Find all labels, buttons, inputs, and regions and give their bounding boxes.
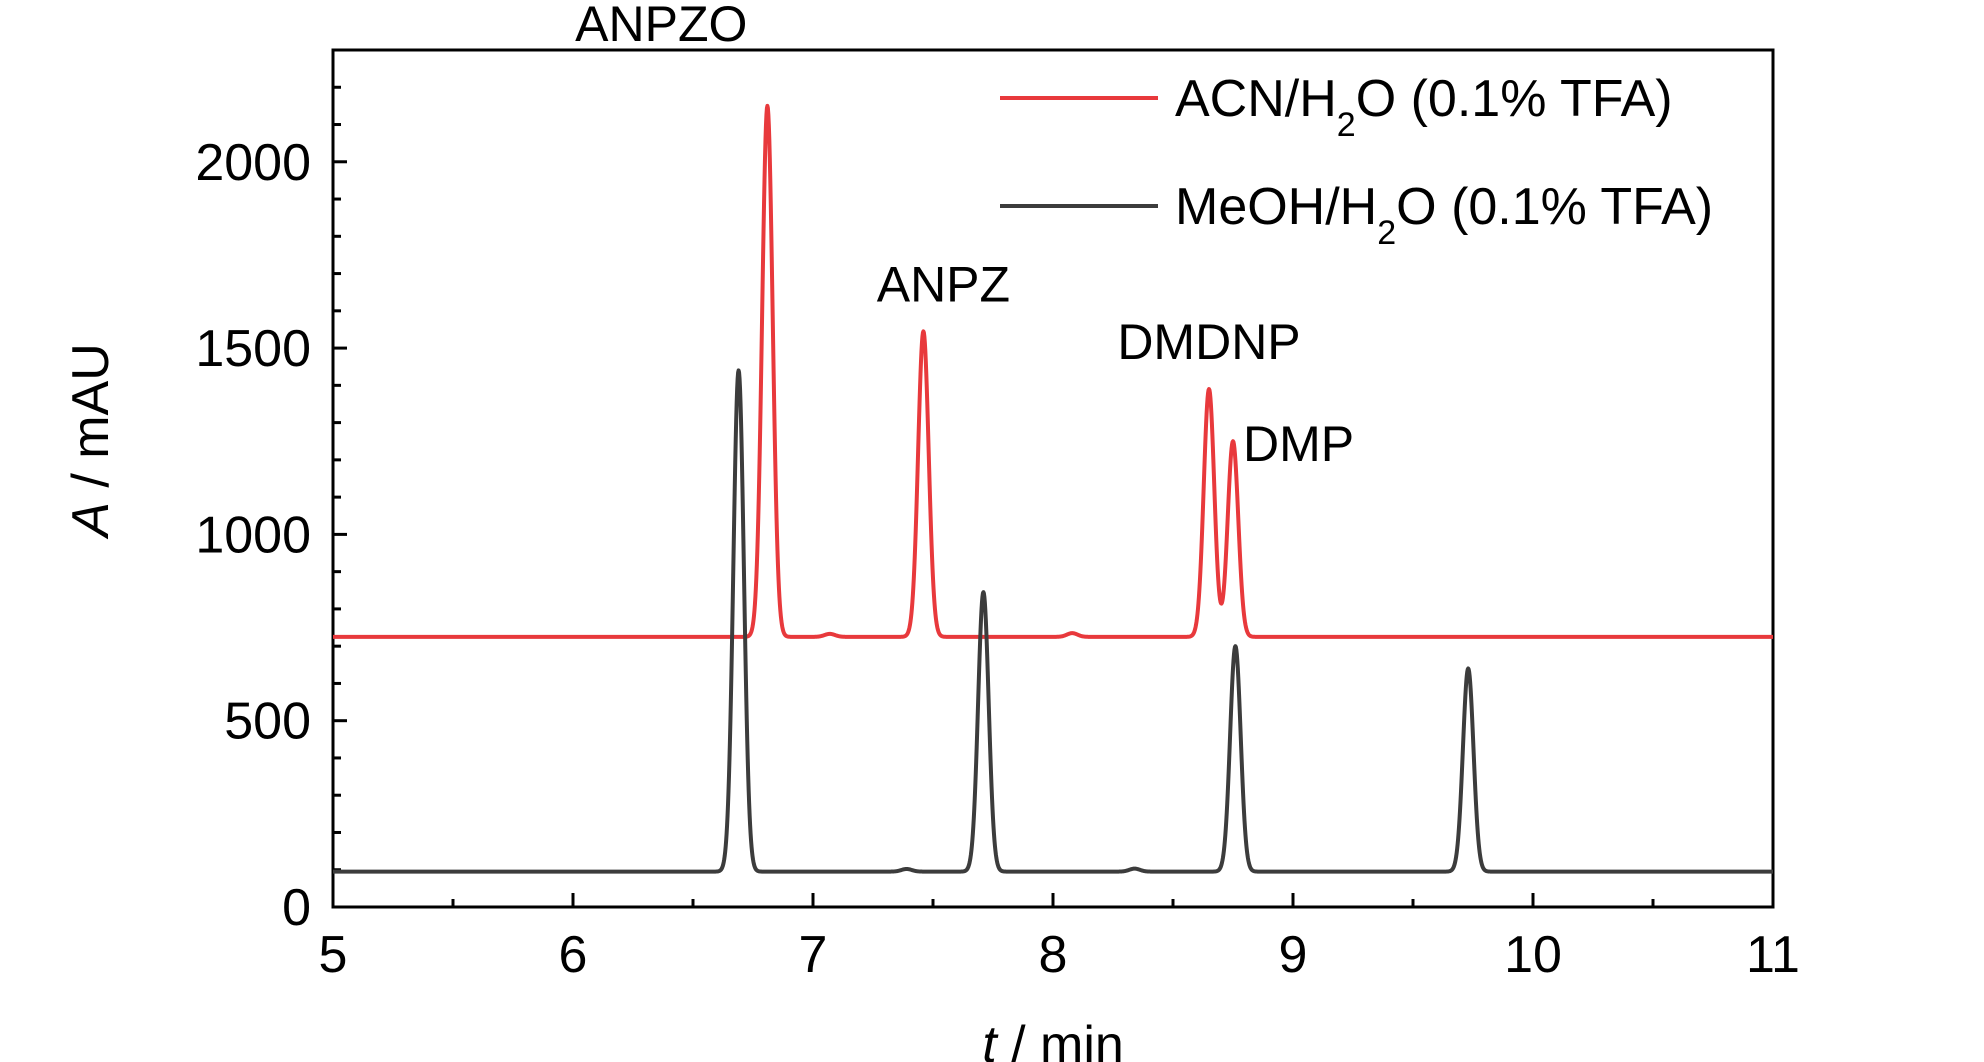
y-tick-label: 500 xyxy=(224,693,311,751)
legend: ACN/H2O (0.1% TFA) MeOH/H2O (0.1% TFA) xyxy=(1000,70,1713,252)
peak-label-anpz: ANPZ xyxy=(877,256,1010,312)
peak-label-dmdnp: DMDNP xyxy=(1117,314,1300,370)
x-axis-title: t / min xyxy=(982,1016,1124,1062)
x-tick-label: 9 xyxy=(1279,926,1308,984)
x-tick-label: 10 xyxy=(1504,926,1562,984)
peak-labels: ANPZO ANPZ DMDNP DMP xyxy=(575,0,1354,472)
peak-label-dmp: DMP xyxy=(1243,416,1354,472)
y-tick-label: 2000 xyxy=(195,134,311,192)
y-tick-label: 1000 xyxy=(195,506,311,564)
meoh-trace xyxy=(331,368,1775,874)
y-axis-title: A / mAU xyxy=(62,343,120,540)
x-tick-label: 8 xyxy=(1039,926,1068,984)
acn-trace xyxy=(331,103,1775,639)
y-tick-label: 0 xyxy=(282,879,311,937)
legend-entry: MeOH/H2O (0.1% TFA) xyxy=(1175,178,1713,252)
x-tick-label: 5 xyxy=(319,926,348,984)
peak-label-anpzo: ANPZO xyxy=(575,0,747,52)
series-lines xyxy=(331,103,1775,874)
x-tick-label: 7 xyxy=(799,926,828,984)
legend-entry: ACN/H2O (0.1% TFA) xyxy=(1175,70,1673,144)
y-tick-label: 1500 xyxy=(195,320,311,378)
axis-ticks: 5 6 7 8 9 10 11 0 500 1000 1500 2000 xyxy=(195,48,1800,984)
x-tick-label: 11 xyxy=(1746,926,1800,984)
x-tick-label: 6 xyxy=(559,926,588,984)
